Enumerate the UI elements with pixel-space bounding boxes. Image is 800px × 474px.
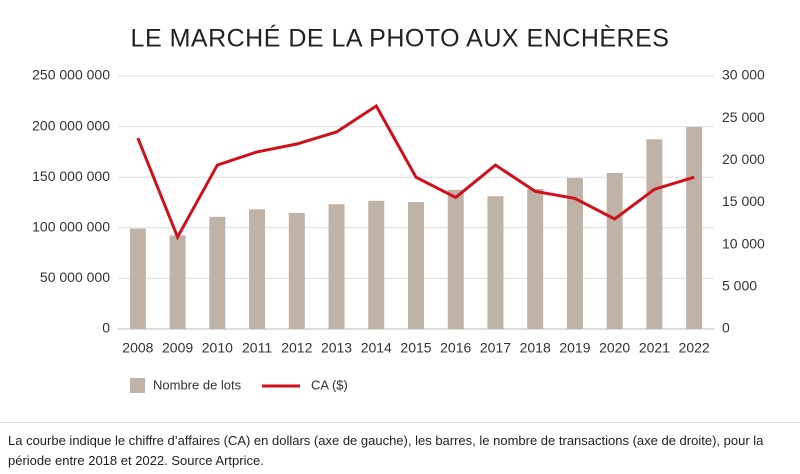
x-tick-label: 2012	[281, 340, 312, 356]
bar	[249, 209, 266, 329]
bar	[566, 178, 583, 329]
y2-tick-label: 5 000	[722, 278, 757, 294]
bar	[447, 189, 464, 329]
bar	[408, 202, 424, 329]
y2-tick-label: 20 000	[722, 151, 765, 167]
bar	[487, 196, 504, 329]
legend-label: CA ($)	[311, 377, 348, 392]
y2-tick-label: 15 000	[722, 193, 765, 209]
x-tick-label: 2009	[162, 340, 193, 356]
bar	[686, 127, 703, 329]
line	[136, 103, 695, 241]
y-tick-label: 200 000 000	[32, 117, 110, 133]
y-tick-label: 100 000 000	[32, 219, 110, 235]
x-tick-label: 2020	[599, 340, 630, 356]
bar	[288, 213, 305, 329]
x-tick-label: 2011	[242, 340, 272, 356]
x-tick-label: 2021	[639, 340, 670, 356]
bar	[169, 235, 186, 329]
caption: La courbe indique le chiffre d’affaires …	[8, 433, 764, 468]
x-tick-label: 2015	[400, 340, 431, 356]
chart: LE MARCHÉ DE LA PHOTO AUX ENCHÈRES 0 50 0…	[32, 24, 765, 393]
x-tick-label: 2016	[440, 340, 471, 356]
y2-tick-label: 10 000	[722, 235, 765, 251]
x-tick-label: 2019	[559, 340, 590, 356]
bar	[129, 228, 146, 329]
x-tick-label: 2008	[122, 340, 153, 356]
bar	[368, 200, 385, 329]
legend-swatch	[130, 378, 145, 393]
y-tick-label: 50 000 000	[40, 269, 110, 285]
x-tick-label: 2010	[202, 340, 233, 356]
y2-tick-label: 0	[722, 320, 730, 336]
bar	[527, 189, 544, 329]
y-tick-label: 0	[102, 320, 110, 336]
y-tick-label: 150 000 000	[32, 168, 110, 184]
y-tick-label: 250 000 000	[32, 67, 110, 83]
separator	[0, 422, 800, 423]
x-tick-label: 2013	[321, 340, 352, 356]
bar	[209, 216, 226, 329]
chart-title: LE MARCHÉ DE LA PHOTO AUX ENCHÈRES	[131, 24, 670, 53]
bar	[328, 204, 345, 329]
x-tick-label: 2022	[679, 340, 710, 356]
y2-tick-label: 30 000	[722, 67, 765, 83]
x-tick-label: 2018	[520, 340, 551, 356]
legend-label: Nombre de lots	[153, 377, 242, 392]
y2-tick-label: 25 000	[722, 109, 765, 125]
bar	[646, 139, 663, 329]
x-tick-label: 2014	[361, 340, 392, 356]
x-tick-label: 2017	[480, 340, 511, 356]
bar	[606, 172, 623, 329]
